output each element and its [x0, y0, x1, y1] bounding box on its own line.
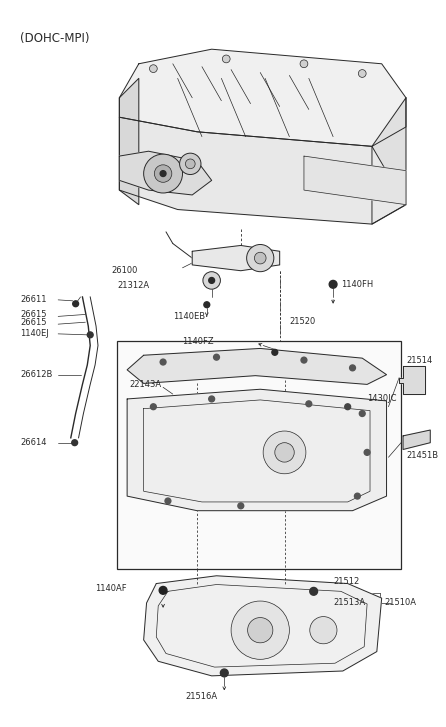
Circle shape [150, 403, 156, 409]
Circle shape [300, 60, 308, 68]
Circle shape [220, 669, 228, 677]
Text: 1140FH: 1140FH [341, 280, 373, 289]
Text: 1140EB: 1140EB [173, 312, 205, 321]
Text: 1140FZ: 1140FZ [182, 337, 214, 346]
Circle shape [275, 443, 294, 462]
Text: 1430JC: 1430JC [367, 395, 396, 403]
Circle shape [160, 359, 166, 365]
Text: 26615: 26615 [20, 310, 47, 319]
Text: 26615: 26615 [20, 318, 47, 326]
Circle shape [204, 302, 210, 308]
Polygon shape [403, 430, 430, 449]
Text: 21451B: 21451B [406, 451, 438, 459]
Circle shape [248, 617, 273, 643]
Text: 21312A: 21312A [117, 281, 149, 290]
Text: 21516A: 21516A [186, 692, 218, 701]
Circle shape [350, 365, 355, 371]
Circle shape [306, 401, 312, 406]
Circle shape [355, 493, 360, 499]
Circle shape [214, 354, 219, 360]
Circle shape [231, 601, 289, 659]
Circle shape [73, 301, 78, 307]
Circle shape [358, 70, 366, 77]
Circle shape [272, 350, 278, 356]
Text: 26612B: 26612B [20, 370, 53, 379]
Circle shape [203, 272, 220, 289]
Polygon shape [120, 151, 212, 195]
Circle shape [247, 244, 274, 272]
Polygon shape [120, 49, 406, 146]
Circle shape [345, 403, 351, 409]
Text: 21513A: 21513A [333, 598, 365, 608]
Circle shape [310, 587, 318, 595]
Circle shape [165, 498, 171, 504]
Text: 26614: 26614 [20, 438, 47, 447]
Polygon shape [144, 576, 382, 676]
Circle shape [87, 332, 93, 338]
Circle shape [223, 55, 230, 63]
Polygon shape [192, 246, 280, 270]
Circle shape [72, 440, 78, 446]
Circle shape [364, 449, 370, 455]
Circle shape [359, 411, 365, 417]
Circle shape [301, 357, 307, 363]
Polygon shape [120, 79, 139, 205]
Circle shape [186, 159, 195, 169]
Text: 26611: 26611 [20, 295, 47, 305]
Text: 21510A: 21510A [384, 598, 417, 608]
Text: 21520: 21520 [289, 317, 316, 326]
Circle shape [209, 396, 215, 402]
Polygon shape [372, 98, 406, 224]
Polygon shape [304, 156, 406, 205]
Circle shape [329, 281, 337, 288]
Circle shape [254, 252, 266, 264]
Circle shape [154, 165, 172, 182]
Polygon shape [399, 366, 425, 394]
Circle shape [209, 278, 215, 284]
Text: 22143A: 22143A [129, 380, 161, 389]
Bar [117, 341, 401, 569]
Polygon shape [120, 117, 406, 224]
Text: (DOHC-MPI): (DOHC-MPI) [20, 32, 90, 45]
Circle shape [180, 153, 201, 174]
Circle shape [144, 154, 182, 193]
Circle shape [310, 616, 337, 644]
Circle shape [263, 431, 306, 474]
Text: 1140AF: 1140AF [95, 584, 127, 593]
Text: 26100: 26100 [112, 266, 138, 276]
Circle shape [149, 65, 157, 73]
Text: 21512: 21512 [333, 577, 359, 586]
Polygon shape [127, 389, 387, 510]
Circle shape [238, 503, 244, 509]
Polygon shape [127, 348, 387, 385]
Text: 1140EJ: 1140EJ [20, 329, 49, 338]
Circle shape [159, 587, 167, 594]
Text: 21514: 21514 [406, 356, 432, 365]
Circle shape [160, 171, 166, 177]
